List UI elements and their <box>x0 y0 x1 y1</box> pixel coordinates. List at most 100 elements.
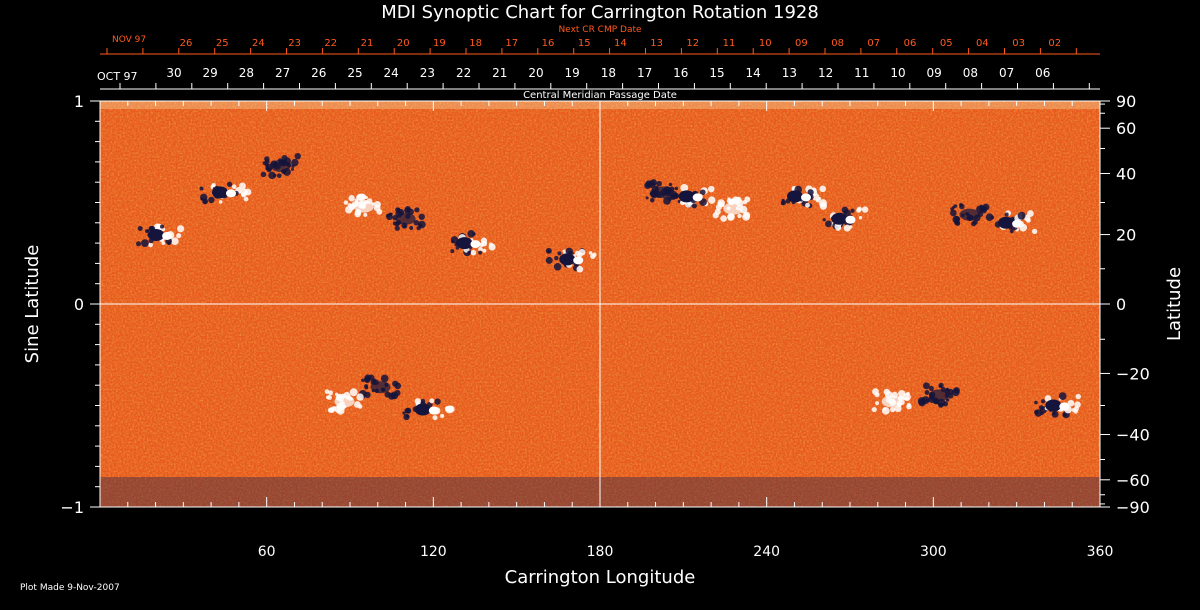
region-speck <box>479 242 485 248</box>
y-axis-left-label: Sine Latitude <box>22 245 43 364</box>
region-speck <box>357 193 366 202</box>
region-speck <box>727 213 735 221</box>
region-speck <box>645 196 649 200</box>
region-speck <box>472 232 476 236</box>
next-cr-date: 14 <box>614 38 627 49</box>
region-speck <box>952 205 956 209</box>
next-cr-date: 11 <box>723 38 736 49</box>
region-speck <box>668 182 673 187</box>
region-core <box>653 186 674 199</box>
region-speck <box>917 397 926 406</box>
cmp-date: 17 <box>637 66 652 80</box>
active-regions <box>136 152 1081 421</box>
region-speck <box>947 393 954 399</box>
region-core-positive <box>162 231 173 240</box>
region-core-negative <box>559 253 576 266</box>
region-speck <box>554 255 559 261</box>
region-speck <box>557 251 562 256</box>
region-core-negative <box>212 186 228 199</box>
region-speck <box>373 201 381 209</box>
region-speck <box>674 186 679 191</box>
next-cr-date: 26 <box>180 38 193 49</box>
region-core-negative <box>456 237 473 250</box>
region-speck <box>699 189 706 196</box>
region-speck <box>861 206 869 213</box>
region-speck <box>273 173 277 178</box>
region-core-positive <box>1059 402 1070 411</box>
region-speck <box>781 202 785 206</box>
next-cr-date: 07 <box>867 38 880 49</box>
region-speck <box>361 378 365 382</box>
y-tick-label-right: 40 <box>1116 165 1136 184</box>
region-speck <box>875 401 880 406</box>
cmp-date: 12 <box>818 66 833 80</box>
cmp-date: 19 <box>565 66 580 80</box>
y-tick-label-right: −40 <box>1116 425 1150 444</box>
region-speck <box>685 201 692 208</box>
next-cr-date: 20 <box>397 38 410 49</box>
region-speck <box>578 248 586 256</box>
cmp-date: 22 <box>456 66 471 80</box>
region-speck <box>737 213 742 219</box>
region-speck <box>356 393 364 401</box>
cmp-date: 15 <box>709 66 724 80</box>
cmp-date: 23 <box>420 66 435 80</box>
region-speck <box>218 200 223 204</box>
region-speck <box>805 202 810 208</box>
region-speck <box>451 239 455 244</box>
region-speck <box>553 263 562 271</box>
next-cr-label: Next CR CMP Date <box>558 25 642 35</box>
region-speck <box>450 249 455 254</box>
region-speck <box>562 249 567 254</box>
y-tick-label-right: 20 <box>1116 226 1136 245</box>
y-axis-left: 1 0 −1 <box>60 92 100 517</box>
region-speck <box>409 226 414 230</box>
cmp-date: 14 <box>746 66 761 80</box>
region-speck <box>364 391 371 399</box>
region-speck <box>576 265 584 273</box>
cmp-date: 24 <box>384 66 399 80</box>
region-speck <box>712 212 719 219</box>
region-speck <box>990 215 995 220</box>
region-speck <box>1034 409 1043 417</box>
region-speck <box>1058 392 1067 400</box>
region-speck <box>239 182 246 190</box>
x-axis-label: Carrington Longitude <box>505 567 696 588</box>
cmp-date: 20 <box>528 66 543 80</box>
y-axis-right: 90 60 40 20 0 −20 −40 −60 −90 <box>1100 92 1150 517</box>
region-speck <box>368 374 375 381</box>
region-speck <box>432 415 438 421</box>
cmp-month: OCT 97 <box>97 70 138 83</box>
region-speck <box>380 374 389 383</box>
region-speck <box>871 407 877 413</box>
region-speck <box>979 204 984 208</box>
region-speck <box>850 208 855 213</box>
region-speck <box>394 225 400 231</box>
region-speck <box>402 411 406 415</box>
next-cr-date: 08 <box>831 38 844 49</box>
cmp-date: 10 <box>890 66 905 80</box>
region-speck <box>1038 405 1044 410</box>
region-speck <box>348 195 355 202</box>
region-speck <box>394 389 401 397</box>
region-speck <box>226 181 233 187</box>
next-cr-date: 06 <box>904 38 917 49</box>
region-core-positive <box>801 193 811 202</box>
region-core-negative <box>1045 399 1062 412</box>
region-speck <box>1004 212 1009 217</box>
region-speck <box>467 250 471 255</box>
region-speck <box>1026 218 1031 223</box>
next-cr-date: 24 <box>252 38 265 49</box>
region-core <box>270 159 291 172</box>
region-speck <box>898 390 906 398</box>
region-speck <box>1067 399 1075 407</box>
next-cr-date: 22 <box>324 38 337 49</box>
region-core-positive <box>692 193 703 202</box>
region-speck <box>1040 399 1046 404</box>
region-speck <box>819 202 828 210</box>
region-speck <box>390 393 397 400</box>
region-speck <box>328 407 335 414</box>
x-tick-label: 240 <box>753 544 780 560</box>
region-speck <box>240 188 248 197</box>
next-cr-date: 13 <box>650 38 663 49</box>
